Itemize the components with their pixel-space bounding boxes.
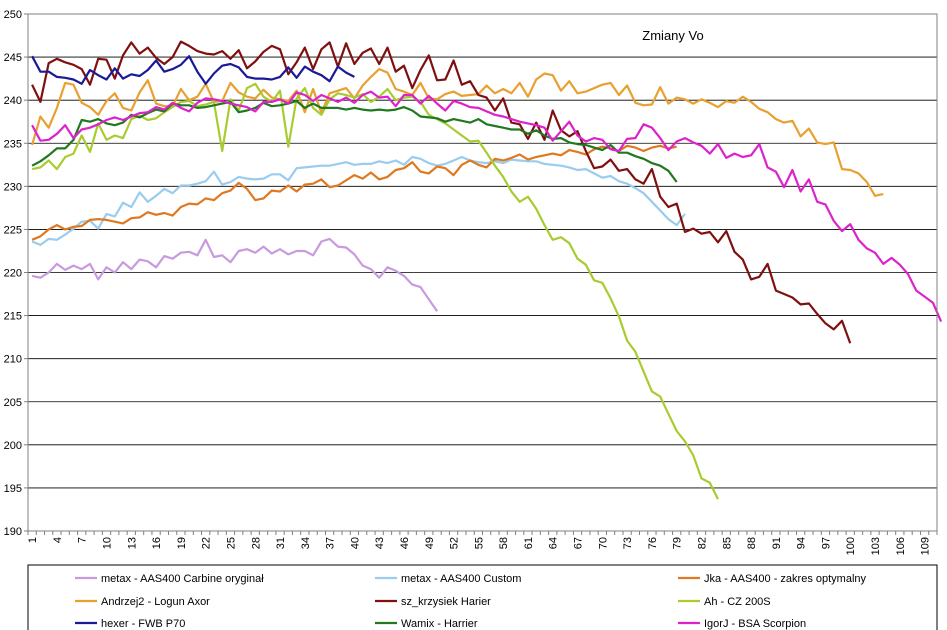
x-tick-label: 37 [325,537,337,549]
x-tick-label: 34 [300,537,312,549]
series-line-1 [31,237,439,312]
x-tick-label: 16 [151,537,163,549]
x-tick-label: 55 [473,537,485,549]
legend-label: sz_krzysiek Harier [401,596,491,608]
x-tick-label: 19 [176,537,188,549]
series-line-8 [31,99,678,183]
legend-box [27,564,938,630]
x-tick-label: 76 [647,537,659,549]
chart-title: Zmiany Vo [642,28,703,43]
x-tick-label: 40 [349,537,361,549]
y-tick-label: 240 [4,95,22,107]
x-tick-label: 7 [77,537,89,543]
x-tick-label: 88 [746,537,758,549]
y-tick-label: 210 [4,354,22,366]
x-tick-label: 64 [548,537,560,549]
gridlines [28,13,937,532]
x-tick-label: 28 [250,537,262,549]
x-tick-label: 67 [573,537,585,549]
x-tick-label: 109 [920,537,932,555]
x-tick-label: 1 [27,537,39,543]
x-tick-label: 49 [424,537,436,549]
x-tick-label: 31 [275,537,287,549]
y-tick-label: 195 [4,483,22,495]
y-tick-label: 200 [4,440,22,452]
y-tick-label: 230 [4,181,22,193]
x-tick-label: 100 [845,537,857,555]
series-line-7 [31,55,355,85]
x-tick-label: 82 [696,537,708,549]
series-line-9 [31,90,943,323]
x-tick-label: 79 [672,537,684,549]
x-tick-label: 4 [52,537,64,543]
y-tick-label: 235 [4,138,22,150]
x-tick-label: 25 [225,537,237,549]
legend-label: IgorJ - BSA Scorpion [704,618,806,630]
series-line-3 [31,144,677,241]
legend-label: Ah - CZ 200S [704,596,771,608]
legend-label: hexer - FWB P70 [101,618,185,630]
x-tick-label: 73 [622,537,634,549]
legend-label: metax - AAS400 Custom [401,573,521,585]
x-tick-label: 22 [201,537,213,549]
x-tick-label: 97 [820,537,832,549]
y-tick-label: 215 [4,311,22,323]
x-tick-label: 61 [523,537,535,549]
legend-label: Andrzej2 - Logun Axor [101,596,210,608]
series-line-2 [31,155,686,246]
series-lines [31,40,943,500]
x-tick-label: 52 [449,537,461,549]
x-tick-label: 91 [771,537,783,549]
x-tick-label: 106 [895,537,907,555]
y-axis: 190 195 200 205 210 215 220 225 230 235 240 245 250 [4,9,28,538]
x-tick-label: 94 [796,537,808,549]
legend-label: Jka - AAS400 - zakres optymalny [704,573,867,585]
y-tick-label: 190 [4,526,22,538]
legend: metax - AAS400 Carbine oryginał metax - A… [27,564,938,630]
legend-label: Wamix - Harrier [401,618,478,630]
y-tick-label: 245 [4,52,22,64]
x-tick-label: 46 [399,537,411,549]
x-tick-label: 103 [870,537,882,555]
x-tick-label: 70 [597,537,609,549]
series-line-6 [31,82,719,500]
y-tick-label: 220 [4,268,22,280]
y-tick-label: 225 [4,224,22,236]
x-tick-label: 58 [498,537,510,549]
x-tick-label: 10 [102,537,114,549]
x-tick-label: 13 [126,537,138,549]
x-axis: 1 4 7 10 13 16 19 22 25 28 31 34 37 40 43 46 49 52 55 58 61 6… [27,531,938,555]
y-tick-label: 250 [4,9,22,21]
x-tick-label: 85 [721,537,733,549]
series-line-5 [31,40,852,344]
legend-label: metax - AAS400 Carbine oryginał [101,573,264,585]
y-tick-label: 205 [4,397,22,409]
x-tick-label: 43 [374,537,386,549]
